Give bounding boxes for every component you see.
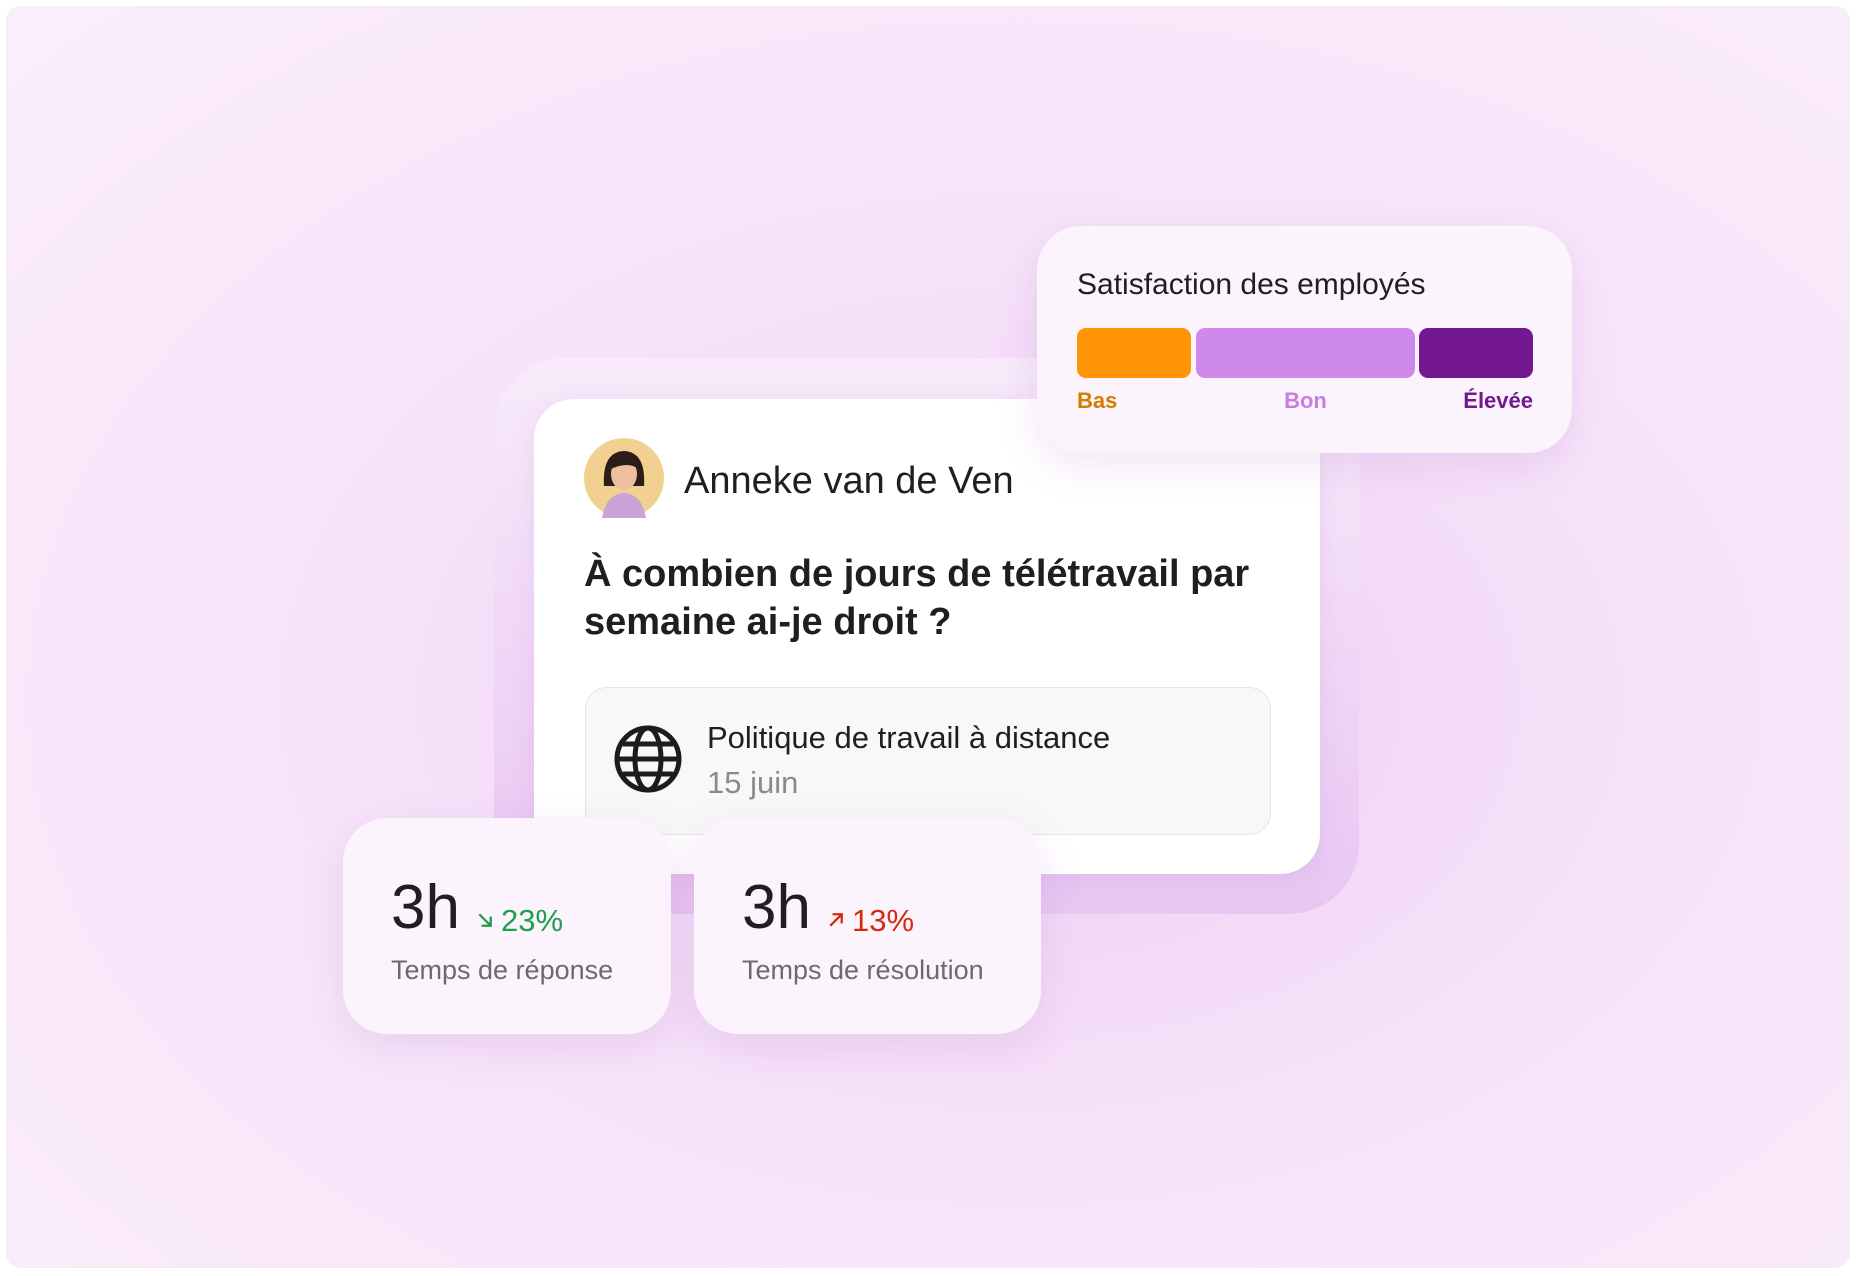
metric-label: Temps de réponse bbox=[391, 955, 614, 985]
document-date: 15 juin bbox=[707, 765, 799, 800]
metric-value: 3h bbox=[391, 873, 460, 942]
satisfaction-label: Élevée bbox=[1463, 388, 1533, 413]
avatar bbox=[584, 438, 664, 518]
question: À combien de jours de télétravail par se… bbox=[584, 553, 1250, 643]
satisfaction-segment bbox=[1077, 328, 1191, 378]
document-title: Politique de travail à distance bbox=[707, 720, 1111, 755]
metric-change: 23% bbox=[501, 903, 564, 938]
satisfaction-label: Bas bbox=[1077, 388, 1118, 413]
metric-card bbox=[343, 818, 671, 1034]
trend-arrow bbox=[478, 913, 492, 927]
metric-label: Temps de résolution bbox=[742, 955, 984, 985]
satisfaction-label: Bon bbox=[1284, 388, 1327, 413]
globe-icon bbox=[614, 725, 682, 793]
metric-card bbox=[694, 818, 1041, 1034]
metric-value: 3h bbox=[742, 873, 811, 942]
satisfaction-segment bbox=[1196, 328, 1415, 378]
document-box[interactable] bbox=[585, 687, 1271, 835]
trend-arrow bbox=[829, 913, 843, 927]
satisfaction-segment bbox=[1419, 328, 1533, 378]
author-name: Anneke van de Ven bbox=[684, 460, 1014, 502]
satisfaction-title: Satisfaction des employés bbox=[1077, 268, 1426, 301]
metric-change: 13% bbox=[852, 903, 915, 938]
